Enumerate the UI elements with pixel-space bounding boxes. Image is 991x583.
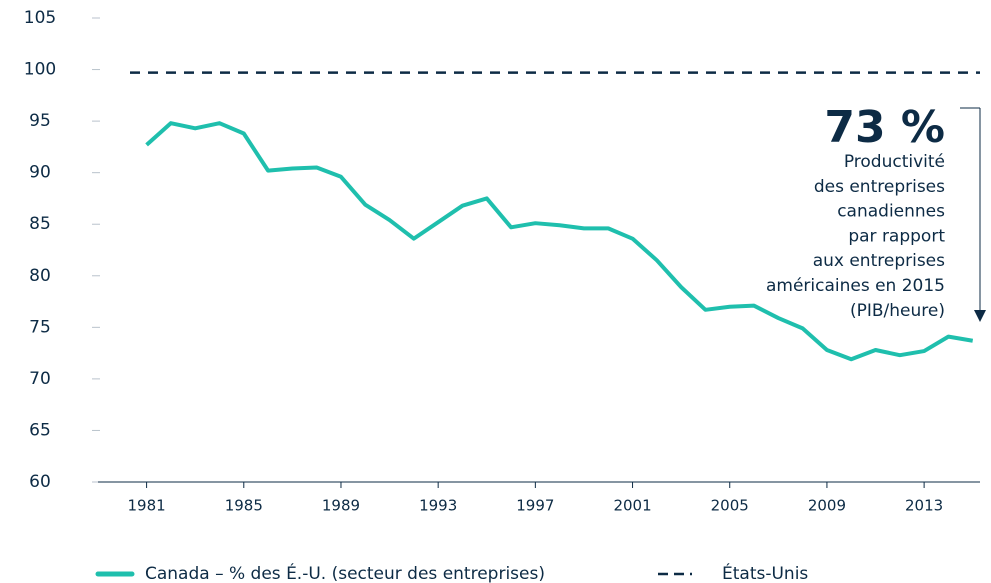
annotation-headline: 73 % — [824, 102, 945, 153]
x-tick-label: 1989 — [322, 497, 360, 515]
y-tick-label: 90 — [29, 163, 51, 183]
y-tick-label: 105 — [24, 8, 56, 28]
y-tick-label: 70 — [29, 369, 51, 389]
arrow-head — [974, 310, 986, 322]
x-tick-label: 1985 — [225, 497, 263, 515]
x-tick-label: 1981 — [128, 497, 166, 515]
annotation-line: aux entreprises — [813, 251, 945, 271]
annotation-line: canadiennes — [837, 202, 945, 222]
x-tick-label: 2005 — [711, 497, 749, 515]
y-tick-label: 65 — [29, 420, 51, 440]
annotation-line: par rapport — [848, 226, 945, 246]
x-tick-label: 2009 — [808, 497, 846, 515]
y-tick-label: 60 — [29, 472, 51, 492]
annotation-line: américaines en 2015 — [766, 276, 945, 296]
annotation-line: (PIB/heure) — [850, 301, 945, 321]
y-tick-label: 75 — [29, 317, 51, 337]
legend-label: États-Unis — [722, 562, 808, 583]
annotation-line: des entreprises — [814, 177, 945, 197]
y-tick-label: 85 — [29, 214, 51, 234]
x-tick-label: 1997 — [516, 497, 554, 515]
annotation-line: Productivité — [844, 152, 945, 172]
y-tick-label: 95 — [29, 111, 51, 131]
data-line — [145, 121, 974, 362]
x-tick-label: 2001 — [613, 497, 651, 515]
y-tick-label: 80 — [29, 266, 51, 286]
x-tick-label: 2013 — [905, 497, 943, 515]
x-tick-label: 1993 — [419, 497, 457, 515]
y-tick-label: 100 — [24, 60, 56, 80]
legend-label: Canada – % des É.-U. (secteur des entrep… — [145, 562, 545, 583]
